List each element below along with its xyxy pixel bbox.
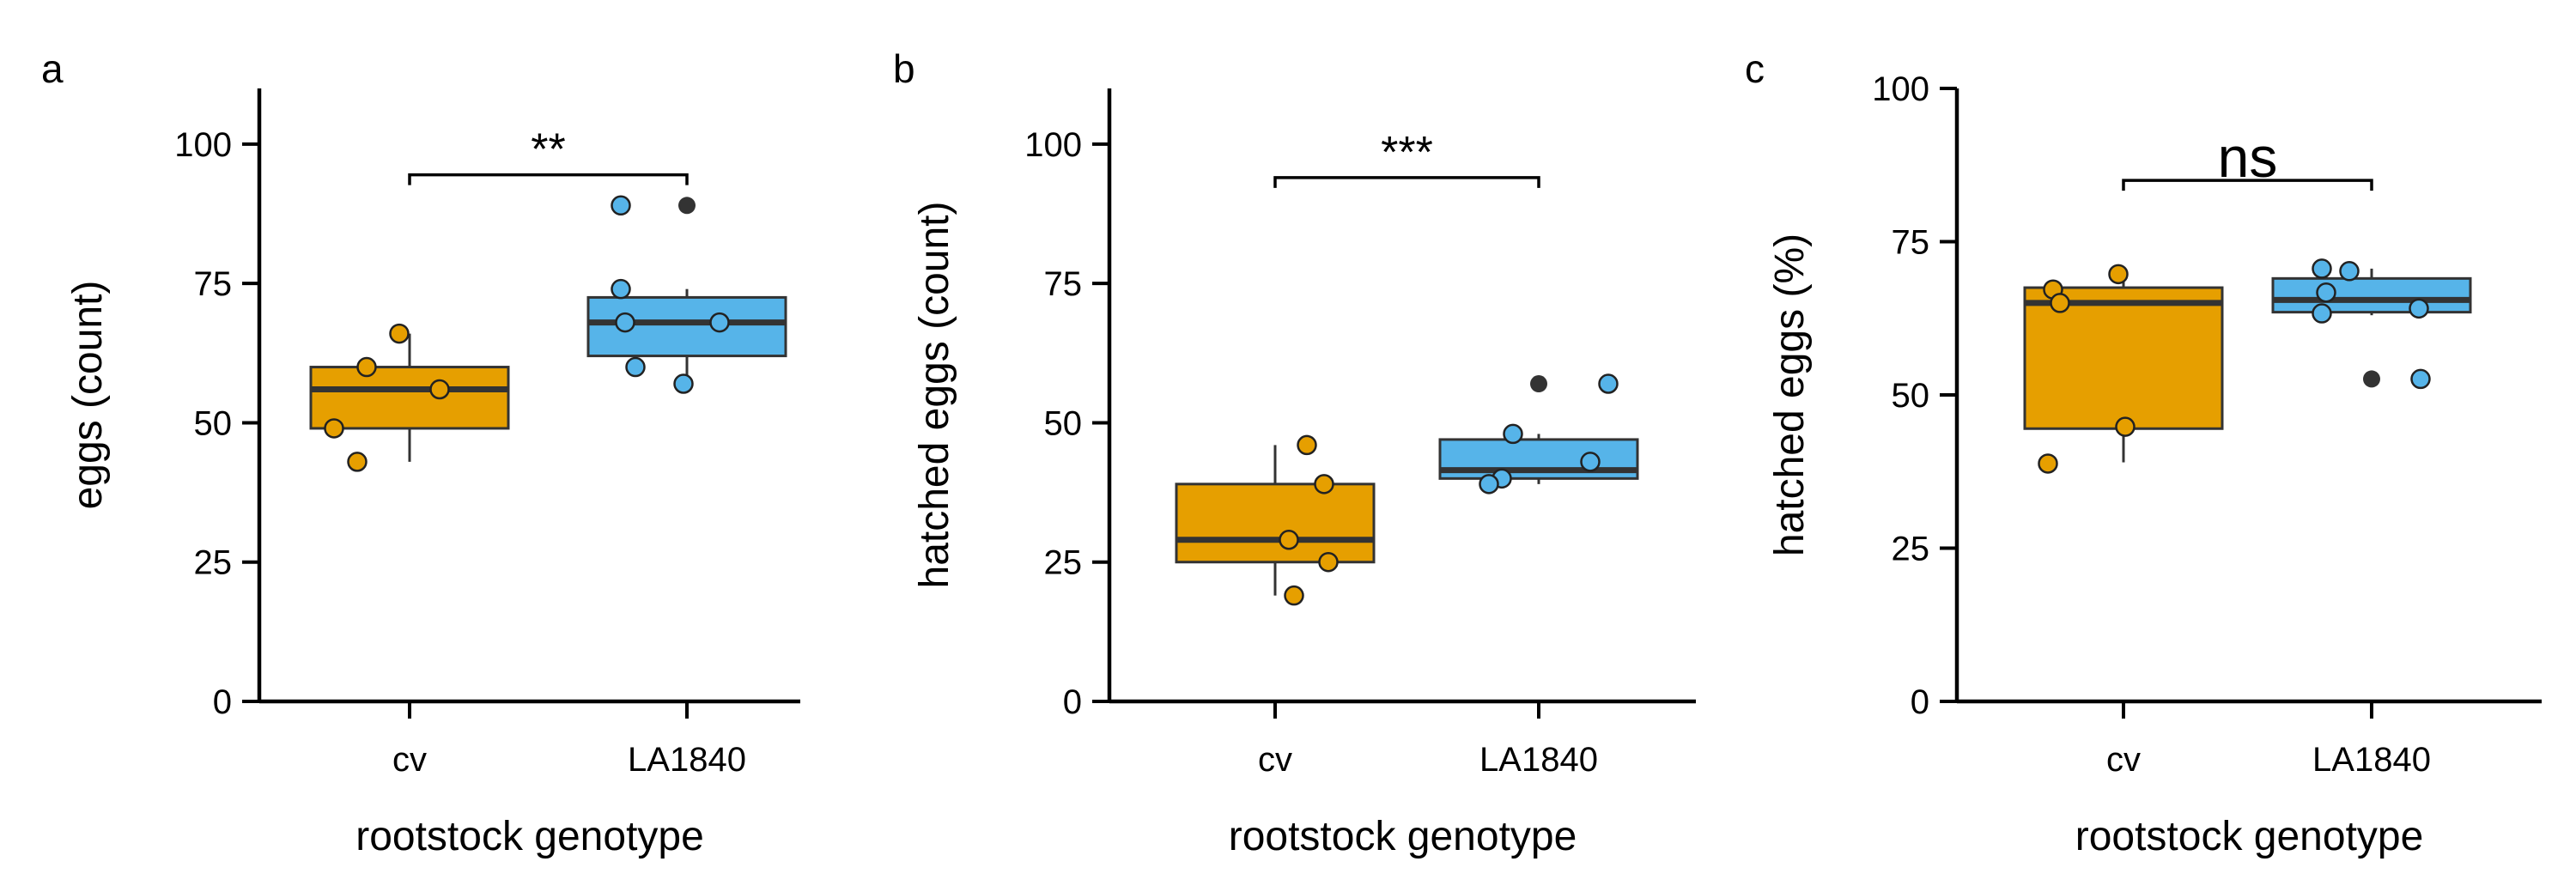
y-tick-label: 50	[1892, 377, 1930, 415]
outlier-point	[1530, 375, 1547, 393]
data-point	[324, 418, 344, 439]
box-group-LA1840	[1438, 373, 1639, 495]
y-tick-label: 50	[1044, 404, 1083, 442]
chart-panel-a: a 0 25 50 75 100 cv LA1840 rootstock genotype egg…	[41, 46, 800, 859]
data-point	[429, 379, 450, 400]
data-point	[2050, 293, 2070, 313]
data-point	[2312, 303, 2332, 324]
data-point	[1284, 585, 1304, 606]
data-point	[709, 312, 730, 333]
panel-letter: c	[1745, 46, 1765, 91]
data-point	[2312, 258, 2332, 279]
x-tick-label: cv	[2106, 741, 2141, 779]
y-tick-label: 25	[1892, 531, 1930, 568]
data-point	[2339, 261, 2360, 282]
data-point	[611, 195, 631, 216]
data-point	[356, 356, 377, 378]
box-iqr	[309, 366, 510, 430]
box-group-LA1840	[2271, 258, 2472, 390]
x-axis-label: rootstock genotype	[355, 814, 704, 859]
x-tick-label: LA1840	[2312, 741, 2431, 779]
y-tick-label: 100	[1872, 70, 1929, 108]
significance-bracket	[1273, 176, 1540, 188]
significance-label: **	[531, 125, 565, 175]
data-point	[611, 278, 631, 300]
data-point	[1580, 452, 1601, 472]
data-point	[1279, 530, 1299, 550]
y-tick-label: 25	[194, 544, 233, 582]
data-point	[1479, 474, 1499, 495]
data-point	[389, 323, 410, 344]
x-axis-label: rootstock genotype	[1229, 814, 1577, 859]
y-axis-label: hatched eggs (count)	[912, 202, 957, 589]
data-point	[2115, 416, 2136, 437]
outlier-point	[2363, 370, 2380, 388]
x-tick-label: cv	[392, 741, 427, 779]
y-tick-label: 100	[174, 126, 232, 164]
data-point	[625, 356, 646, 378]
data-point	[2409, 298, 2429, 319]
x-tick-label: LA1840	[1479, 741, 1598, 779]
y-axis-label: eggs (count)	[65, 281, 111, 510]
y-tick-label: 75	[194, 265, 233, 303]
data-point	[673, 373, 694, 394]
data-point	[1318, 551, 1339, 573]
box-group-cv	[1175, 434, 1376, 606]
y-tick-label: 75	[1044, 265, 1083, 303]
data-point	[2410, 368, 2431, 390]
significance-label: ***	[1381, 128, 1433, 178]
chart-panel-b: b 0 25 50 75 100 cv LA1840 rootstock genotype hat…	[893, 46, 1696, 859]
significance-label: ns	[2218, 125, 2278, 189]
panel-letter: b	[893, 46, 915, 91]
box-group-cv	[309, 323, 510, 472]
significance-bracket	[2122, 179, 2373, 191]
box-iqr	[1175, 482, 1376, 564]
box-iqr	[2271, 276, 2472, 314]
data-point	[347, 452, 368, 472]
data-point	[1297, 434, 1317, 456]
x-axis-label: rootstock genotype	[2075, 814, 2424, 859]
significance-bracket	[408, 173, 689, 185]
data-point	[615, 312, 635, 333]
data-point	[2316, 282, 2336, 303]
outlier-point	[678, 197, 696, 215]
y-tick-label: 50	[194, 404, 233, 442]
y-tick-label: 100	[1024, 126, 1082, 164]
x-tick-label: cv	[1258, 741, 1292, 779]
y-tick-label: 75	[1892, 224, 1930, 262]
y-tick-label: 25	[1044, 544, 1083, 582]
data-point	[1314, 474, 1334, 495]
panel-letter: a	[41, 46, 64, 91]
y-tick-label: 0	[1911, 683, 1929, 721]
chart-panel-c: c 0 25 50 75 100 cv LA1840 rootstock genotype hat…	[1745, 46, 2542, 859]
data-point	[1598, 373, 1619, 394]
data-point	[2108, 264, 2129, 285]
x-tick-label: LA1840	[628, 741, 746, 779]
box-group-LA1840	[586, 195, 787, 394]
data-point	[2038, 453, 2058, 474]
box-group-cv	[2023, 264, 2224, 474]
y-tick-label: 0	[1063, 683, 1082, 721]
y-tick-label: 0	[213, 683, 232, 721]
data-point	[1503, 423, 1523, 445]
y-axis-label: hatched eggs (%)	[1767, 234, 1813, 556]
